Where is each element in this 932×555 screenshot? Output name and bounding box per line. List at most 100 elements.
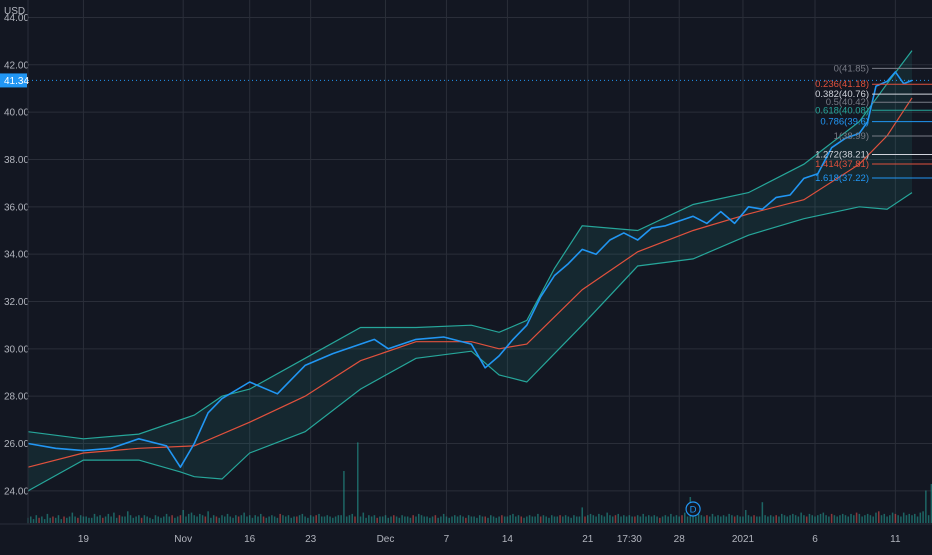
fib-level-label: 0.618(40.08) <box>815 105 869 116</box>
volume-bar <box>756 516 758 523</box>
volume-bar <box>567 516 570 523</box>
lower-band-line <box>27 192 913 492</box>
volume-bar <box>279 513 281 523</box>
volume-bar <box>384 515 387 523</box>
volume-bar <box>603 516 606 523</box>
volume-bar <box>900 516 902 523</box>
volume-bar <box>764 515 766 523</box>
volume-bar <box>650 516 653 523</box>
volume-bar <box>254 515 256 523</box>
volume-bar <box>642 513 644 523</box>
volume-bar <box>553 516 556 523</box>
volume-bar <box>229 516 232 523</box>
volume-bar <box>370 516 373 523</box>
volume-bar <box>695 516 697 523</box>
volume-bar <box>758 516 761 523</box>
volume-bar <box>645 516 647 523</box>
volume-bar <box>883 513 886 523</box>
volume-bar <box>495 517 498 523</box>
volume-bar <box>877 511 880 523</box>
volume-bar <box>708 516 711 523</box>
volume-bar <box>490 515 492 523</box>
volume-bar <box>232 517 234 523</box>
volume-bar <box>30 516 32 523</box>
volume-bar <box>323 516 326 523</box>
volume-bar <box>617 513 620 523</box>
volume-bar <box>329 516 331 523</box>
volume-bar <box>498 516 500 523</box>
volume-bar <box>85 516 87 523</box>
volume-bar <box>309 515 312 523</box>
fibonacci-retracement[interactable]: 0(41.85) 0.236(41.18)0.382(40.76)0.5(40.4… <box>815 63 932 184</box>
volume-bar <box>573 515 575 523</box>
volume-bar <box>210 517 212 523</box>
volume-bar <box>176 516 179 523</box>
volume-bar <box>157 516 160 523</box>
volume-bar <box>611 516 614 523</box>
volume-bar <box>864 515 866 523</box>
volume-bar <box>526 516 528 523</box>
volume-bar <box>706 515 708 523</box>
volume-bar <box>149 517 151 523</box>
fib-level-label: 1.414(37.81) <box>815 159 869 170</box>
volume-bar <box>140 517 143 523</box>
volume-bar <box>523 517 525 523</box>
volume-bar <box>262 516 265 523</box>
volume-bar <box>697 513 700 523</box>
y-tick-label: 30.00 <box>4 344 29 355</box>
volume-bar <box>661 516 664 523</box>
volume-bar <box>916 516 919 523</box>
volume-bar <box>869 515 872 523</box>
volume-bar <box>326 515 329 523</box>
volume-bar <box>814 516 816 523</box>
volume-bar <box>415 516 417 523</box>
volume-bar <box>434 515 437 523</box>
volume-bar <box>581 507 583 523</box>
volume-bar <box>165 513 168 523</box>
volume-bar <box>168 516 171 523</box>
y-tick-label: 32.00 <box>4 297 29 308</box>
volume-bar <box>334 516 337 523</box>
volume-bar <box>445 516 448 523</box>
volume-bar <box>792 513 794 523</box>
volume-bar <box>625 516 628 523</box>
volume-bar <box>296 516 298 523</box>
volume-bar <box>700 515 703 523</box>
dividend-marker-label: D <box>690 505 697 516</box>
volume-bar <box>720 516 722 523</box>
y-tick-label: 34.00 <box>4 250 29 261</box>
fib-level-label: 0.236(41.18) <box>815 79 869 90</box>
volume-bar <box>886 516 888 523</box>
volume-bar <box>301 513 304 523</box>
volume-bar <box>409 517 412 523</box>
volume-bar <box>548 517 550 523</box>
volume-bar <box>559 515 561 523</box>
volume-bar <box>775 515 777 523</box>
volume-bar <box>96 516 99 523</box>
volume-bar <box>623 515 625 523</box>
volume-bar <box>517 515 520 523</box>
volume-bar <box>550 515 553 523</box>
volume-bar <box>190 512 193 523</box>
volume-bar <box>90 517 93 523</box>
volume-bar <box>437 517 439 523</box>
volume-bar <box>204 516 207 523</box>
volume-bar <box>431 516 434 523</box>
volume-bar <box>390 516 392 523</box>
volume-bar <box>398 517 401 523</box>
volume-bar <box>539 516 542 523</box>
volume-bar <box>670 513 672 523</box>
y-tick-label: 26.00 <box>4 439 29 450</box>
volume-bar <box>104 516 107 523</box>
volume-bar <box>839 515 841 523</box>
volume-bar <box>246 516 248 523</box>
volume-bar <box>260 513 262 523</box>
y-tick-label: 36.00 <box>4 202 29 213</box>
volume-bar <box>66 517 68 523</box>
volume-bar <box>589 513 592 523</box>
volume-bar <box>595 516 597 523</box>
volume-bar <box>243 512 245 523</box>
